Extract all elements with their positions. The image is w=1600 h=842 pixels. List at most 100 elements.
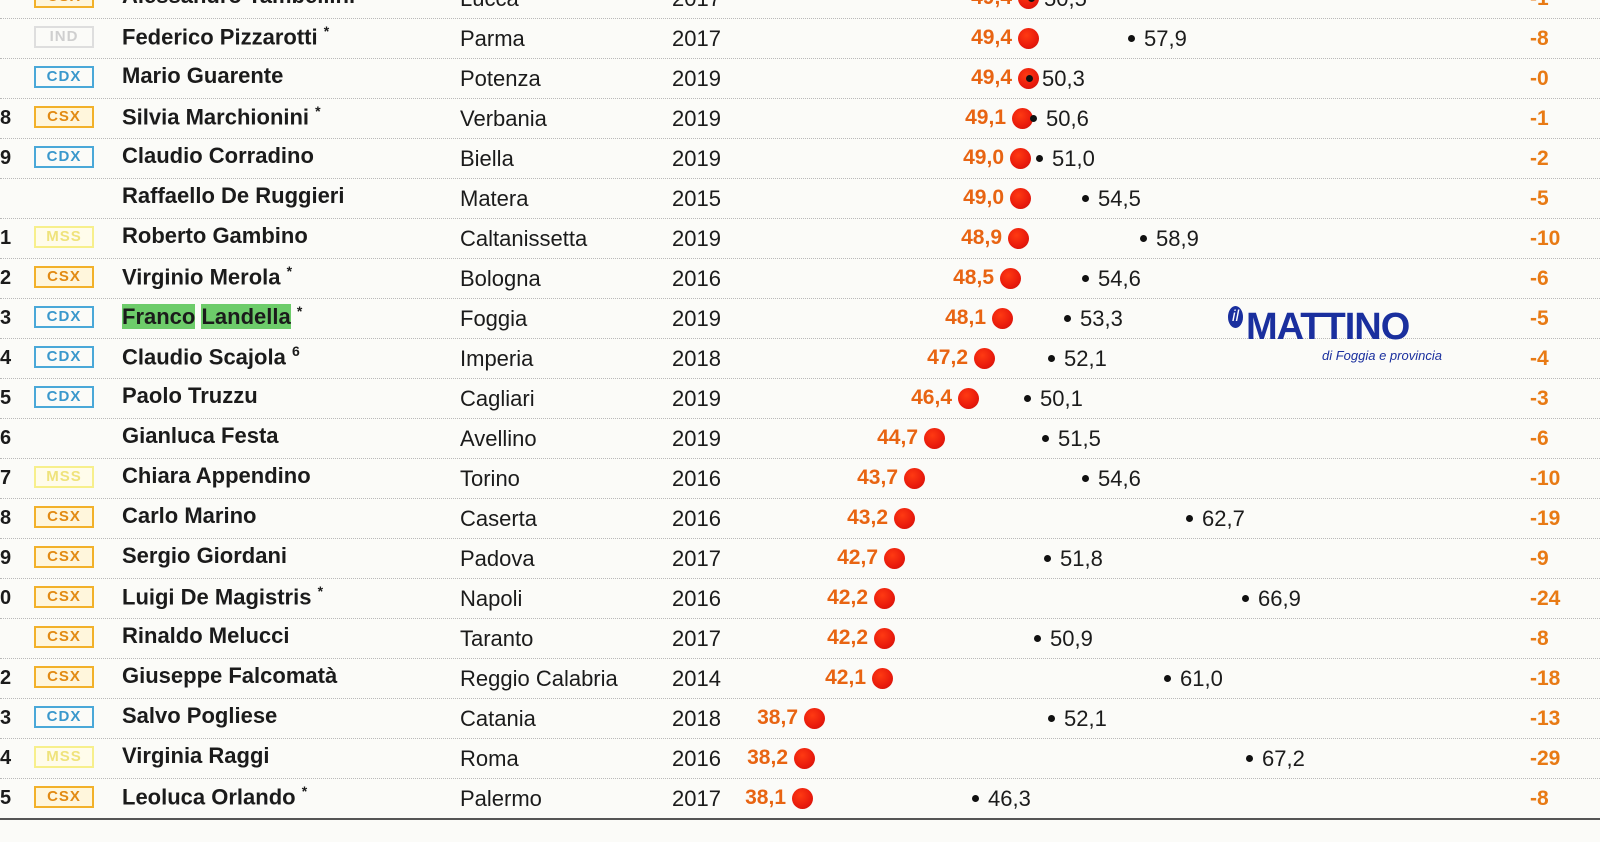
party-badge	[34, 186, 94, 208]
current-approval-dot	[1010, 188, 1031, 209]
election-result: 66,9	[1258, 586, 1301, 611]
election-year: 2017	[672, 0, 721, 12]
mayor-name: Gianluca Festa	[122, 423, 279, 449]
table-row: 5 CSX Leoluca Orlando * Palermo 2017 38,…	[0, 778, 1600, 819]
mayor-name: Raffaello De Ruggieri	[122, 183, 344, 209]
mayor-name-text: Virginio Merola	[122, 264, 281, 290]
name-highlight: Landella	[201, 304, 291, 330]
party-badge: MSS	[34, 746, 94, 768]
approval-change: -6	[1530, 427, 1549, 450]
current-approval: 47,2	[927, 346, 968, 369]
election-year: 2019	[672, 66, 721, 91]
election-year: 2018	[672, 706, 721, 731]
current-approval: 48,9	[961, 226, 1002, 249]
approval-change: -24	[1530, 587, 1561, 610]
table-row: 8 CSX Carlo Marino Caserta 2016 43,2 62,…	[0, 498, 1600, 539]
current-approval-dot	[792, 788, 813, 809]
election-year: 2019	[672, 306, 721, 331]
city-name: Palermo	[460, 786, 542, 811]
rank-number: 9	[0, 547, 12, 569]
election-result: 46,3	[988, 786, 1031, 811]
current-approval-dot	[804, 708, 825, 729]
election-year: 2017	[672, 626, 721, 651]
approval-change: -13	[1530, 707, 1561, 730]
city-name: Napoli	[460, 586, 523, 611]
party-badge: CDX	[34, 346, 94, 368]
table-row: 3 CDX Franco Landella * Foggia 2019 48,1…	[0, 298, 1600, 339]
approval-change: -2	[1530, 147, 1549, 170]
election-result: 54,5	[1098, 186, 1141, 211]
election-year: 2019	[672, 386, 721, 411]
current-approval-dot	[958, 388, 979, 409]
election-year: 2015	[672, 186, 721, 211]
election-result-dot	[1042, 435, 1049, 442]
current-approval: 42,7	[837, 546, 878, 569]
mayor-name: Giuseppe Falcomatà	[122, 663, 337, 689]
table-row: 0 CSX Luigi De Magistris * Napoli 2016 4…	[0, 578, 1600, 619]
election-result: 61,0	[1180, 666, 1223, 691]
mayor-name: Alessandro Tambellini	[122, 0, 355, 9]
approval-change: -5	[1530, 187, 1549, 210]
party-badge: CDX	[34, 306, 94, 328]
mayor-name: Federico Pizzarotti *	[122, 23, 329, 50]
election-year: 2019	[672, 426, 721, 451]
table-row: IND Federico Pizzarotti * Parma 2017 49,…	[0, 18, 1600, 59]
current-approval-dot	[1018, 0, 1039, 9]
city-name: Caserta	[460, 506, 538, 531]
rank-number: 4	[0, 347, 12, 369]
current-approval: 42,2	[827, 626, 868, 649]
newspaper-logo: il MATTINO di Foggia e provincia	[1228, 306, 1462, 370]
current-approval-dot	[924, 428, 945, 449]
election-result-dot	[1082, 275, 1089, 282]
current-approval: 38,2	[747, 746, 788, 769]
current-approval: 48,5	[953, 266, 994, 289]
name-note-mark: *	[301, 783, 308, 799]
rank-number: 4	[0, 747, 12, 769]
election-year: 2016	[672, 746, 721, 771]
election-result-dot	[1082, 195, 1089, 202]
table-row: 3 CDX Salvo Pogliese Catania 2018 38,7 5…	[0, 698, 1600, 739]
mayor-name-text: Raffaello De Ruggieri	[122, 183, 345, 208]
current-approval-dot	[872, 668, 893, 689]
current-approval-dot	[874, 588, 895, 609]
election-result: 57,9	[1144, 26, 1187, 51]
rank-number: 8	[0, 507, 12, 529]
election-result-dot	[1242, 595, 1249, 602]
mayor-name-text: Leoluca Orlando	[122, 784, 296, 810]
mayor-name-text: Luigi De Magistris	[122, 584, 312, 610]
rank-number: 8	[0, 107, 12, 129]
approval-change: -1	[1530, 0, 1600, 11]
city-name: Matera	[460, 186, 529, 211]
mayor-name-text: Gianluca Festa	[122, 423, 279, 448]
election-year: 2017	[672, 546, 721, 571]
mayor-name-text: Roberto Gambino	[122, 223, 308, 248]
approval-change: -3	[1530, 387, 1549, 410]
current-approval-dot	[1012, 108, 1033, 129]
election-result-dot	[1082, 475, 1089, 482]
mayor-name-text: Paolo Truzzu	[122, 383, 258, 408]
party-badge: CSX	[34, 786, 94, 808]
city-name: Avellino	[460, 426, 537, 451]
mayor-name-text: Virginia Raggi	[122, 743, 270, 768]
current-approval-dot	[974, 348, 995, 369]
city-name: Lucca	[460, 0, 519, 12]
table-row: 7 MSS Chiara Appendino Torino 2016 43,7 …	[0, 458, 1600, 499]
city-name: Cagliari	[460, 386, 535, 411]
city-name: Potenza	[460, 66, 541, 91]
current-approval-dot	[904, 468, 925, 489]
mayor-name-text: Claudio Scajola	[122, 344, 286, 370]
city-name: Padova	[460, 546, 535, 571]
party-badge: CSX	[34, 0, 94, 8]
approval-change: -1	[1530, 107, 1549, 130]
table-row: 5 CDX Paolo Truzzu Cagliari 2019 46,4 50…	[0, 378, 1600, 419]
mayor-name: Virginia Raggi	[122, 743, 270, 769]
current-approval: 42,1	[825, 666, 866, 689]
rank-number: 2	[0, 667, 12, 689]
election-result: 50,9	[1050, 626, 1093, 651]
election-result: 58,9	[1156, 226, 1199, 251]
approval-change: -0	[1530, 67, 1549, 90]
mayor-name: Salvo Pogliese	[122, 703, 277, 729]
name-note-mark: *	[317, 583, 324, 599]
party-badge: CDX	[34, 386, 94, 408]
election-result: 50,1	[1040, 386, 1083, 411]
